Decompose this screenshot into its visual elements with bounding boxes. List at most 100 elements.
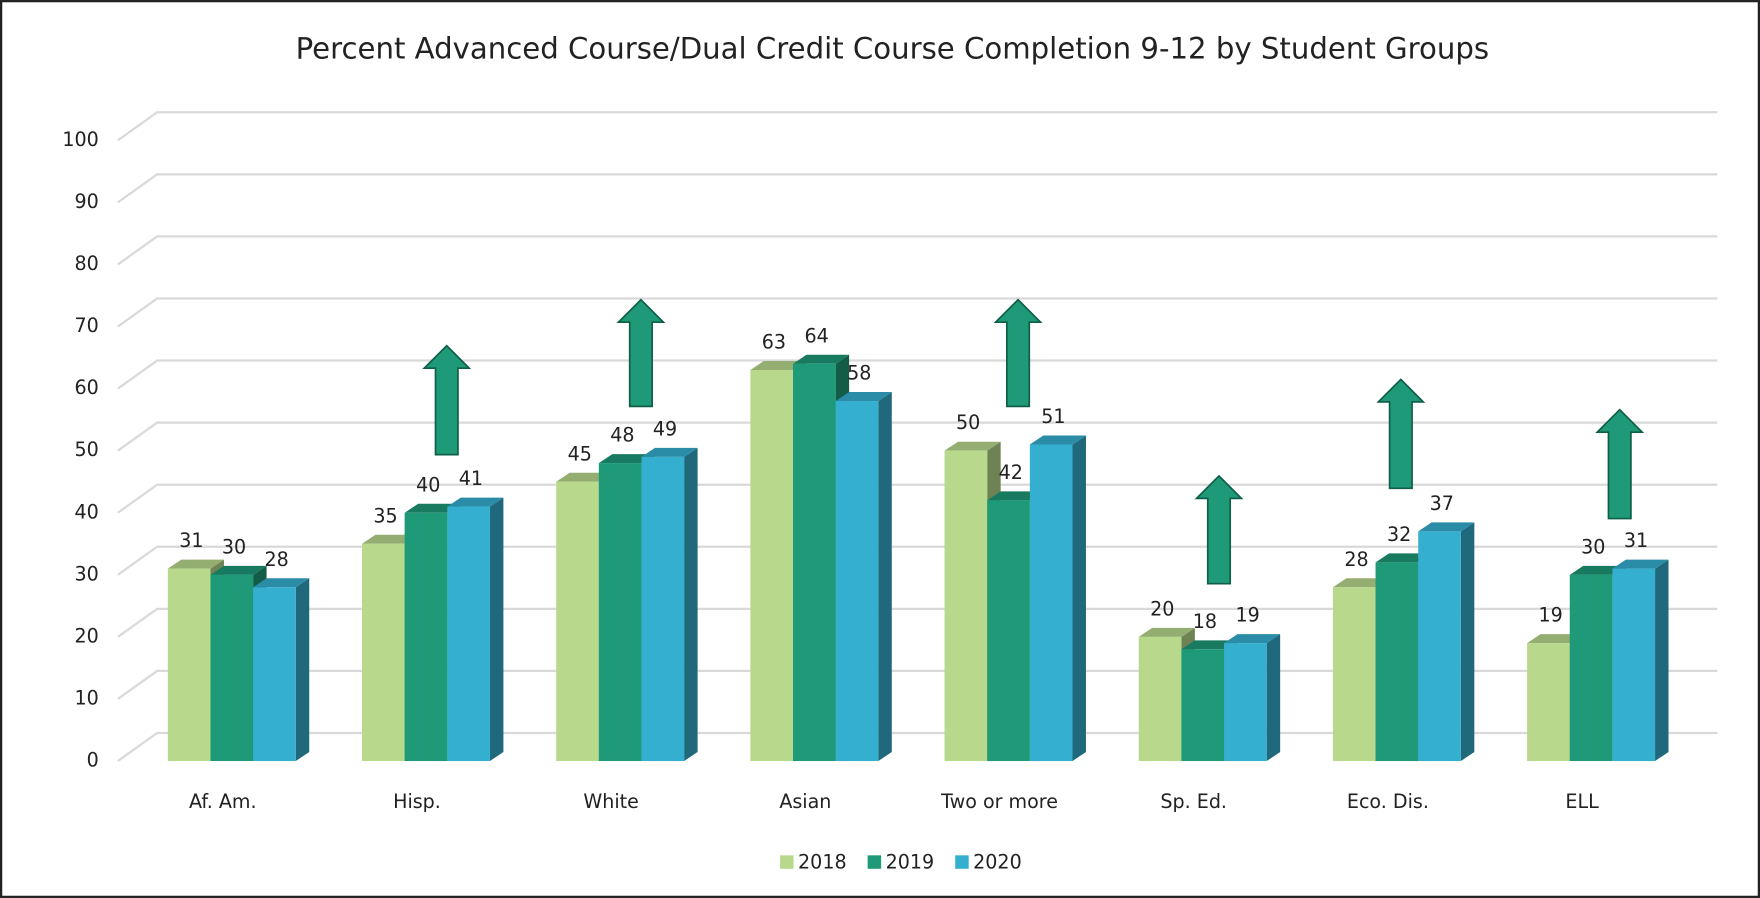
grid-line — [117, 173, 1718, 204]
bars: Af. Am. 31 30 28 Hisp. 35 40 41 White 45 48 49 Asian… — [167, 325, 1669, 813]
legend-swatch — [867, 855, 882, 869]
data-label: 37 — [1430, 493, 1454, 515]
grid-line — [117, 359, 1718, 390]
y-tick-label: 100 — [62, 129, 98, 151]
bar-top — [1332, 578, 1390, 588]
data-label: 64 — [804, 325, 828, 347]
grid-line — [117, 235, 1718, 266]
grid-line — [117, 111, 1718, 142]
bar — [1029, 435, 1086, 762]
bar-top — [447, 497, 504, 507]
data-label: 18 — [1193, 611, 1217, 633]
x-tick-label: Asian — [779, 791, 831, 813]
chart-title: Percent Advanced Course/Dual Credit Cour… — [296, 32, 1489, 66]
bar-front — [835, 401, 879, 762]
bar-front — [1181, 649, 1225, 762]
bar-side — [1655, 559, 1669, 762]
bar — [447, 497, 504, 762]
bar-top — [641, 447, 698, 457]
bar-front — [210, 574, 254, 762]
bar-top — [793, 354, 850, 364]
grid-line — [117, 483, 1718, 514]
bar-side — [684, 447, 698, 762]
grid-line — [117, 297, 1718, 328]
data-label: 32 — [1387, 524, 1411, 546]
bar-top — [253, 578, 310, 588]
legend-swatch — [955, 855, 969, 869]
bar-top — [1181, 640, 1238, 650]
x-tick-label: Af. Am. — [189, 791, 257, 813]
bar — [1224, 634, 1281, 762]
data-label: 42 — [999, 462, 1023, 484]
bar-top — [1527, 634, 1584, 644]
y-tick-label: 20 — [74, 625, 98, 647]
bar-front — [1612, 568, 1656, 762]
y-tick-label: 40 — [74, 501, 98, 523]
data-label: 49 — [653, 418, 677, 440]
data-label: 19 — [1235, 605, 1259, 627]
bar-front — [556, 481, 599, 762]
bar-top — [1569, 565, 1626, 575]
bar-front — [404, 512, 448, 762]
up-arrow — [993, 298, 1043, 408]
y-tick-label: 60 — [74, 377, 98, 399]
bar-front — [944, 450, 988, 762]
bar-front — [253, 587, 296, 762]
bar — [641, 447, 698, 762]
bar — [253, 578, 310, 762]
data-label: 31 — [1624, 530, 1648, 552]
x-tick-label: White — [583, 791, 638, 813]
bar-top — [1029, 435, 1086, 445]
bar-side — [295, 578, 310, 762]
bar-top — [1418, 522, 1475, 532]
data-label: 28 — [1344, 549, 1368, 571]
data-label: 58 — [847, 363, 871, 385]
bar-side — [489, 497, 504, 762]
trend-arrows — [422, 298, 1645, 585]
bar-top — [1375, 553, 1432, 563]
data-label: 30 — [1581, 536, 1605, 558]
bar-top — [750, 361, 807, 370]
data-label: 50 — [956, 412, 980, 434]
bar-front — [793, 363, 836, 762]
bar-front — [1418, 531, 1461, 762]
y-tick-label: 80 — [74, 253, 98, 275]
legend-label: 2020 — [973, 852, 1022, 874]
bar-top — [361, 534, 419, 544]
grid-line — [117, 545, 1718, 576]
bar-top — [1612, 559, 1669, 569]
x-tick-label: Hisp. — [393, 791, 441, 813]
bar-front — [641, 456, 685, 762]
bar-top — [987, 491, 1044, 501]
bar-top — [1224, 634, 1281, 644]
bar-front — [167, 568, 211, 762]
data-label: 63 — [762, 332, 786, 354]
bar-front — [987, 500, 1030, 762]
grid-line — [117, 607, 1718, 638]
bar-top — [1138, 627, 1195, 637]
legend-label: 2018 — [798, 852, 847, 874]
data-label: 35 — [373, 505, 397, 527]
bar-side — [1072, 435, 1086, 762]
up-arrow — [616, 298, 666, 408]
bar-top — [944, 441, 1001, 451]
up-arrow — [1194, 474, 1244, 585]
data-label: 48 — [610, 425, 634, 447]
data-label: 28 — [265, 549, 289, 571]
bar-top — [167, 559, 224, 569]
data-label: 20 — [1150, 598, 1174, 620]
legend: 2018 2019 2020 — [780, 852, 1022, 874]
bar-side — [1266, 634, 1281, 762]
bar-side — [878, 392, 892, 762]
x-tick-label: ELL — [1565, 791, 1599, 813]
bar-top — [210, 565, 267, 575]
x-tick-label: Two or more — [940, 791, 1058, 813]
grid-line — [117, 421, 1718, 452]
bar-front — [1138, 636, 1182, 762]
y-tick-label: 0 — [87, 750, 99, 772]
data-label: 41 — [459, 468, 483, 490]
bar — [1418, 522, 1475, 762]
up-arrow — [422, 344, 472, 456]
bar-front — [447, 506, 490, 762]
